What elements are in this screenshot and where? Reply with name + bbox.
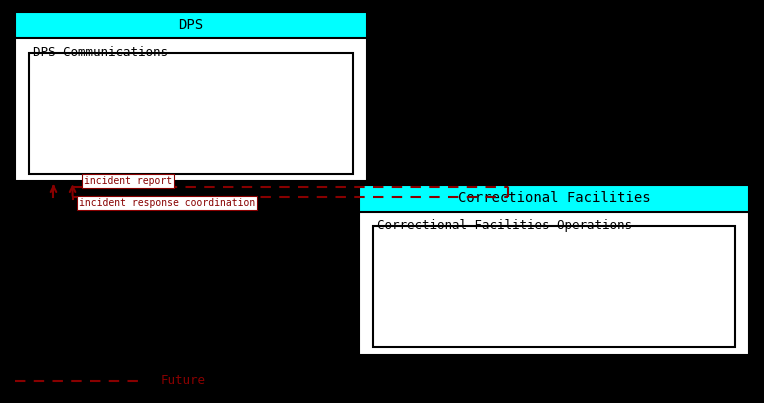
Text: incident report: incident report [84, 176, 172, 186]
Bar [359, 185, 749, 355]
Bar [359, 185, 749, 212]
Text: DPS: DPS [179, 18, 203, 32]
Bar [15, 12, 367, 181]
Text: DPS Communications: DPS Communications [33, 46, 168, 58]
Bar [373, 226, 735, 347]
Text: Correctional Facilities: Correctional Facilities [458, 191, 650, 206]
Bar [15, 12, 367, 38]
Text: Future: Future [160, 374, 206, 387]
Text: Correctional Facilities Operations: Correctional Facilities Operations [377, 219, 632, 232]
Bar [29, 53, 353, 174]
Text: incident response coordination: incident response coordination [79, 198, 255, 208]
